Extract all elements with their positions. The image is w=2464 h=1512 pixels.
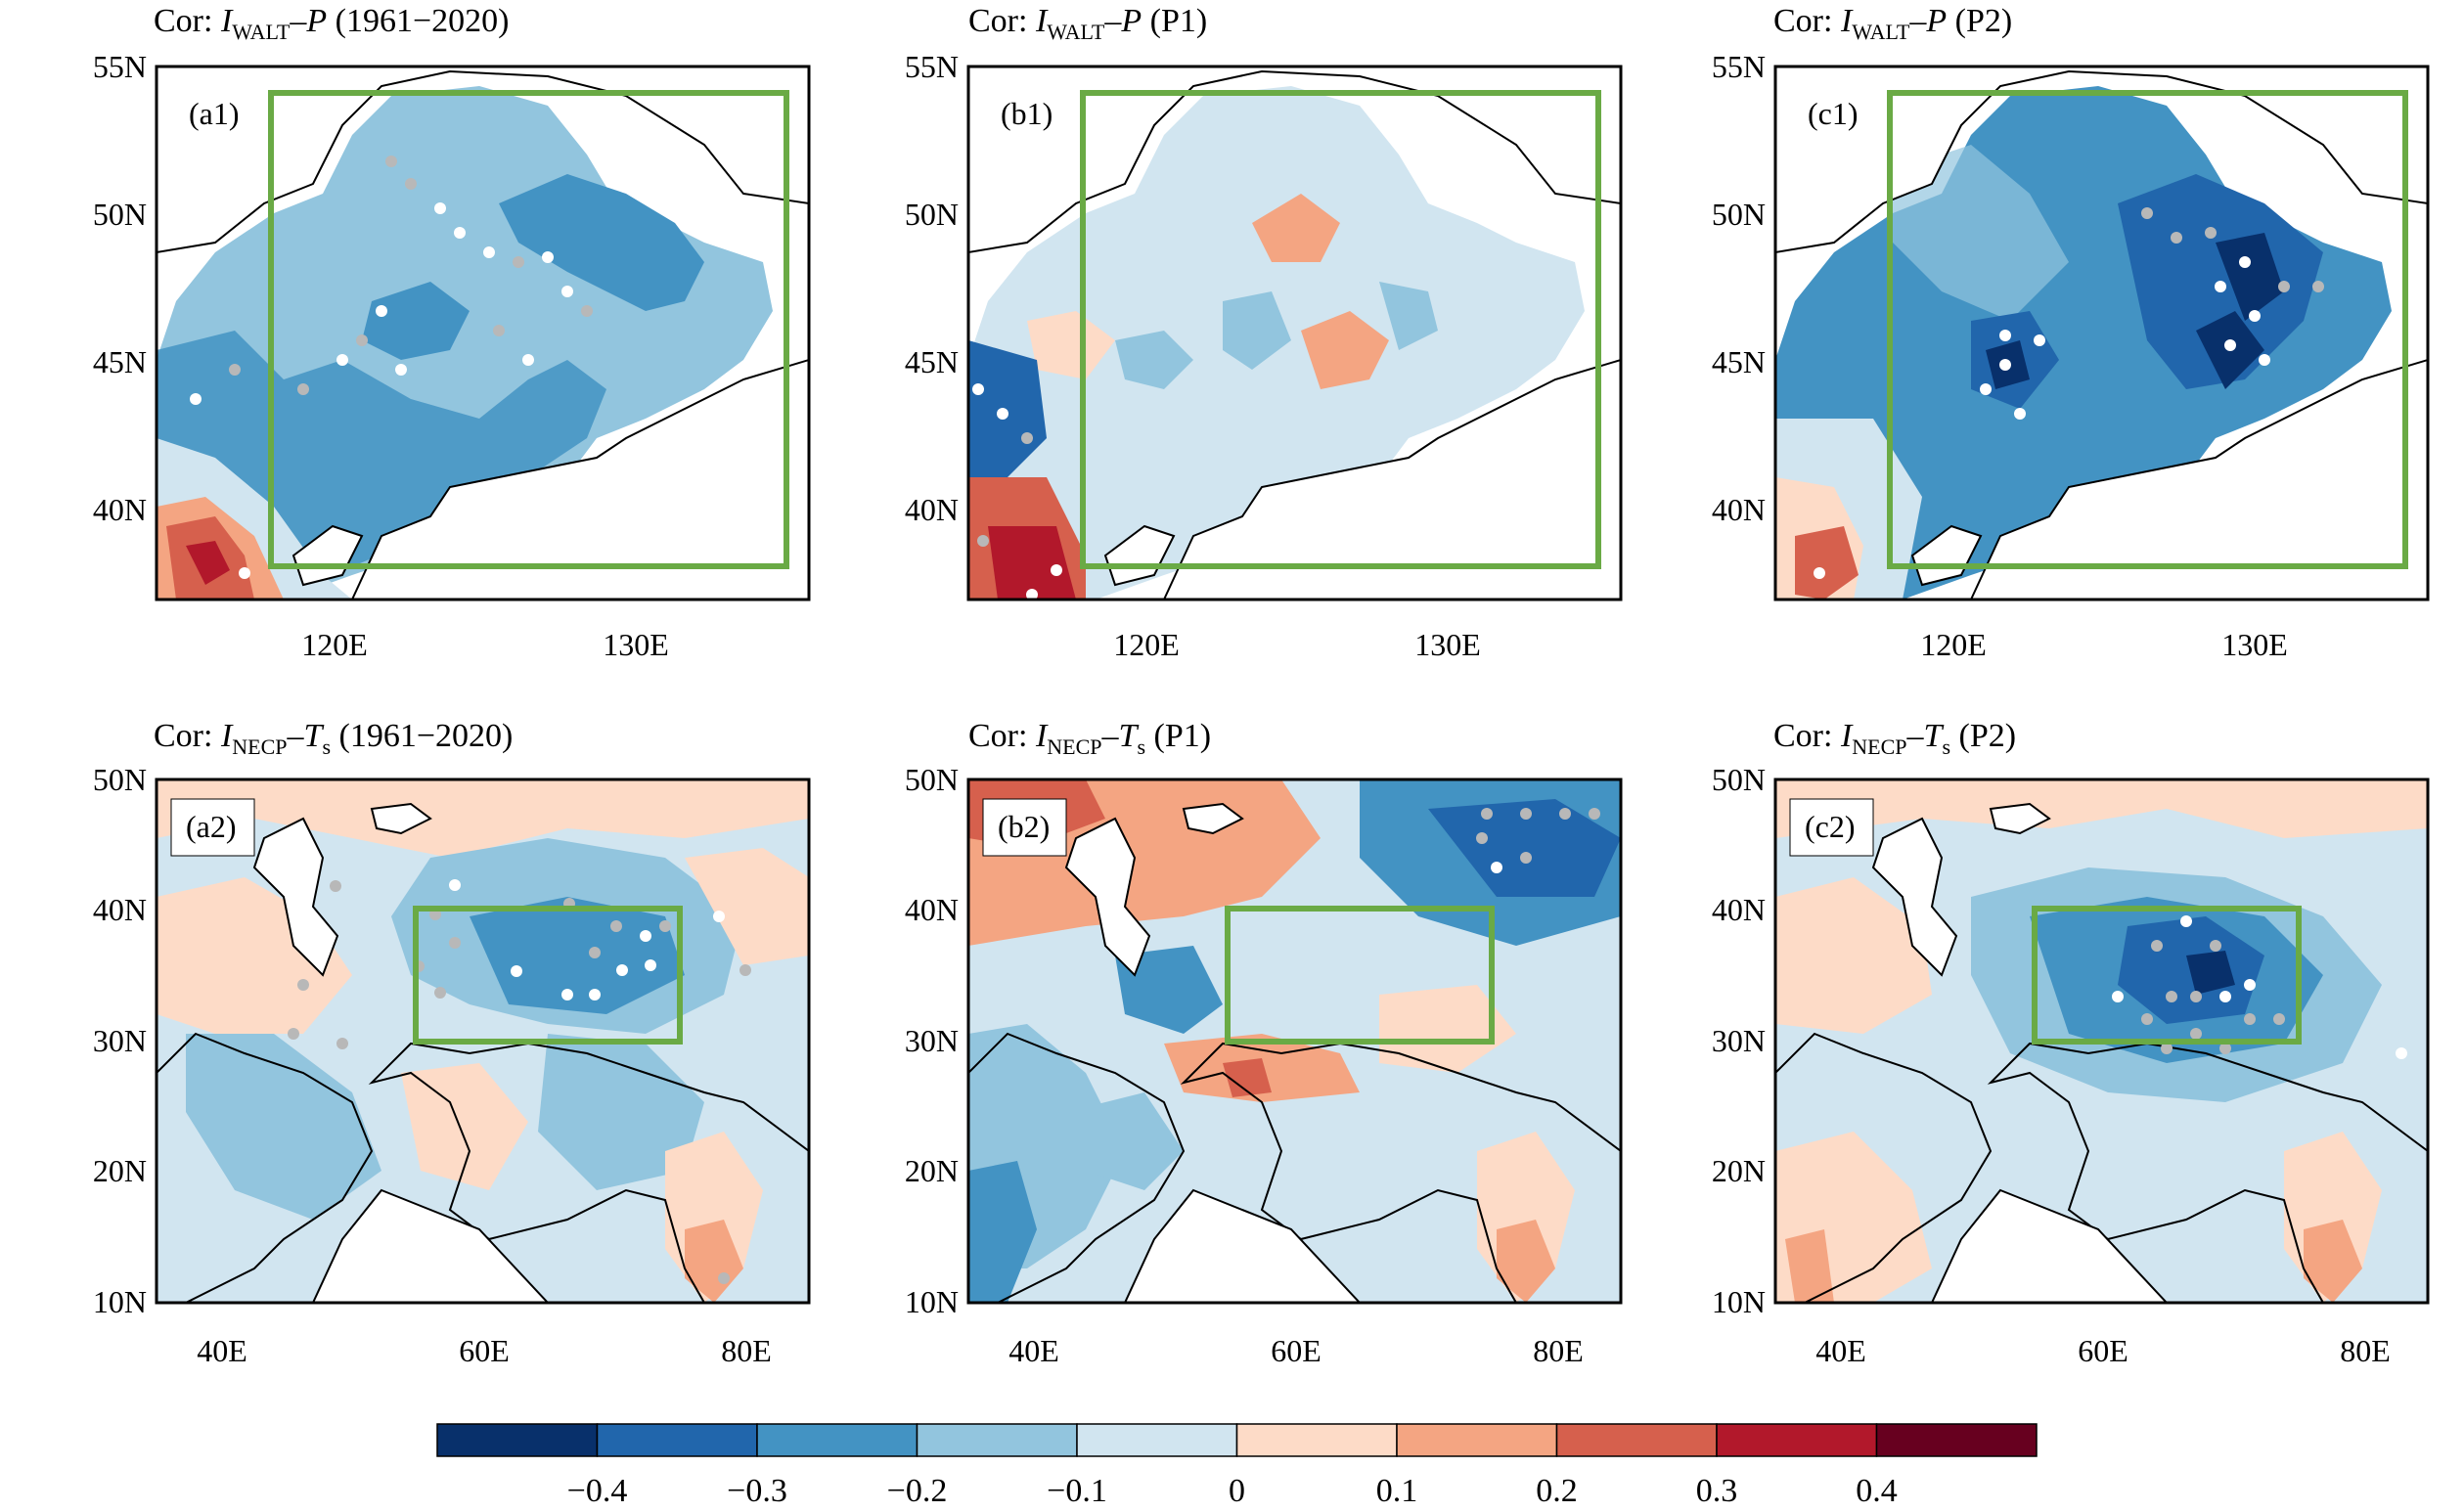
lat-tick: 10N <box>1712 1284 1766 1319</box>
lat-tick: 55N <box>905 49 959 84</box>
lon-tick: 120E <box>1920 627 1987 662</box>
colorbar-swatch <box>756 1423 918 1457</box>
colorbar-tick-label: −0.1 <box>1047 1473 1107 1507</box>
colorbar-swatch <box>436 1423 599 1457</box>
colorbar-tick-label: 0.3 <box>1696 1473 1738 1507</box>
colorbar-swatch <box>1076 1423 1238 1457</box>
lon-tick: 130E <box>603 627 669 662</box>
lon-tick: 130E <box>2221 627 2288 662</box>
lon-tick: 40E <box>1008 1333 1059 1368</box>
colorbar-swatch <box>1396 1423 1558 1457</box>
colorbar-swatch <box>916 1423 1078 1457</box>
lat-tick: 10N <box>905 1284 959 1319</box>
colorbar-swatch <box>1716 1423 1878 1457</box>
lat-tick: 45N <box>93 344 147 379</box>
panel-title: Cor: IWALT–P (P1) <box>968 3 1207 44</box>
colorbar-tick-label: −0.2 <box>887 1473 948 1507</box>
lat-tick: 30N <box>905 1023 959 1058</box>
lon-tick: 60E <box>2078 1333 2128 1368</box>
lat-tick: 20N <box>1712 1153 1766 1188</box>
lat-tick: 40N <box>1712 892 1766 927</box>
lat-tick: 40N <box>905 892 959 927</box>
map-b2 <box>968 779 1621 1303</box>
lat-tick: 40N <box>1712 492 1766 527</box>
map-a2 <box>157 779 809 1303</box>
lon-tick: 80E <box>2340 1333 2391 1368</box>
panel-title: Cor: INECP–Ts (P1) <box>968 718 1211 759</box>
lat-tick: 20N <box>93 1153 147 1188</box>
lon-tick: 60E <box>459 1333 510 1368</box>
panel-title: Cor: INECP–Ts (1961−2020) <box>154 718 513 759</box>
panel-label: (a2) <box>186 809 237 844</box>
lat-tick: 10N <box>93 1284 147 1319</box>
lat-tick: 45N <box>905 344 959 379</box>
panel-a1: Cor: IWALT–P (1961−2020) <box>93 3 811 662</box>
panel-a2: Cor: INECP–Ts (1961−2020) <box>93 718 811 1368</box>
lat-tick: 55N <box>1712 49 1766 84</box>
lat-tick: 40N <box>93 492 147 527</box>
colorbar-tick-label: −0.4 <box>567 1473 628 1507</box>
map-c1 <box>1775 67 2428 600</box>
panel-title: Cor: IWALT–P (1961−2020) <box>154 3 509 44</box>
lat-tick: 50N <box>1712 762 1766 797</box>
lon-tick: 120E <box>1113 627 1180 662</box>
lat-tick: 50N <box>93 197 147 232</box>
panel-title: Cor: IWALT–P (P2) <box>1773 3 2012 44</box>
lat-tick: 30N <box>93 1023 147 1058</box>
panel-label: (c2) <box>1805 809 1856 844</box>
panel-label: (b1) <box>1001 96 1053 131</box>
lat-tick: 40N <box>905 492 959 527</box>
panel-c1: Cor: IWALT–P (P2) (c1) 55 <box>1712 3 2430 662</box>
lat-tick: 50N <box>905 197 959 232</box>
colorbar-tick-label: 0 <box>1229 1473 1245 1507</box>
lat-tick: 45N <box>1712 344 1766 379</box>
map-b1 <box>968 67 1621 600</box>
colorbar-swatch <box>1555 1423 1718 1457</box>
map-a1 <box>157 67 809 600</box>
lat-tick: 20N <box>905 1153 959 1188</box>
colorbar-swatch <box>1875 1423 2038 1457</box>
colorbar: −0.4 −0.3 −0.2 −0.1 0 0.1 0.2 0.3 0.4 <box>436 1423 2038 1509</box>
lon-tick: 120E <box>301 627 368 662</box>
lon-tick: 80E <box>1533 1333 1584 1368</box>
lat-tick: 50N <box>905 762 959 797</box>
panel-c2: Cor: INECP–Ts (P2) (c2 <box>1712 718 2430 1368</box>
panel-title: Cor: INECP–Ts (P2) <box>1773 718 2016 759</box>
lat-tick: 50N <box>1712 197 1766 232</box>
lon-tick: 40E <box>197 1333 247 1368</box>
lat-tick: 50N <box>93 762 147 797</box>
panel-label: (b2) <box>998 809 1050 844</box>
lat-tick: 55N <box>93 49 147 84</box>
panel-label: (c1) <box>1808 96 1859 131</box>
panel-b2: Cor: INECP–Ts (P1) <box>905 718 1623 1368</box>
lon-tick: 60E <box>1271 1333 1322 1368</box>
colorbar-swatch <box>1235 1423 1398 1457</box>
colorbar-swatch <box>596 1423 758 1457</box>
colorbar-tick-label: −0.3 <box>727 1473 787 1507</box>
colorbar-tick-label: 0.4 <box>1856 1473 1898 1507</box>
lon-tick: 40E <box>1815 1333 1866 1368</box>
map-c2 <box>1775 779 2428 1303</box>
lat-tick: 40N <box>93 892 147 927</box>
panel-b1: Cor: IWALT–P (P1) (b1) 55N 50N 45N 40N <box>905 3 1623 662</box>
lat-tick: 30N <box>1712 1023 1766 1058</box>
lon-tick: 80E <box>721 1333 772 1368</box>
colorbar-tick-label: 0.1 <box>1376 1473 1418 1507</box>
lon-tick: 130E <box>1414 627 1481 662</box>
colorbar-tick-label: 0.2 <box>1536 1473 1578 1507</box>
panel-label: (a1) <box>189 96 240 131</box>
